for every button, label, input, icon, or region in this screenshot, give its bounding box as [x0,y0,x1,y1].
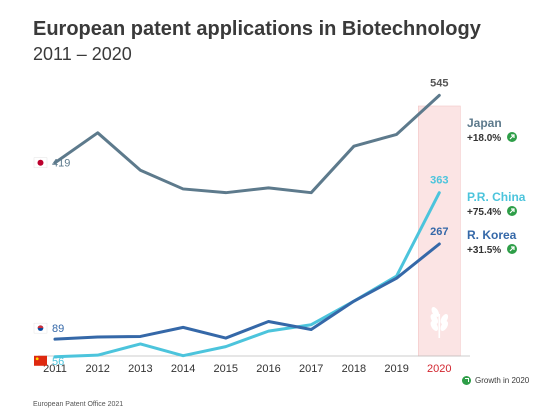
x-tick-label: 2019 [384,363,408,375]
japan-flag-sun [38,160,44,166]
start-value-label: 56 [52,356,64,368]
x-tick-label: 2018 [342,363,366,375]
start-value-label: 419 [52,158,70,170]
legend-name: Japan [467,116,502,130]
x-tick-label: 2013 [128,363,152,375]
start-value-label: 89 [52,323,64,335]
x-tick-label: 2015 [214,363,238,375]
growth-arrow-icon [462,376,471,385]
source-note: European Patent Office 2021 [33,401,123,408]
growth-legend-label: Growth in 2020 [475,376,529,385]
x-tick-label: 2014 [171,363,195,375]
china-flag-icon [34,356,47,366]
growth-legend: Growth in 2020 [462,376,529,385]
x-tick-label: 2017 [299,363,323,375]
end-value-label: 545 [430,77,448,89]
legend-growth: +31.5% [467,245,501,256]
legend-growth: +18.0% [467,133,501,144]
end-value-label: 363 [430,175,448,187]
legend-name: R. Korea [467,228,517,242]
china-flag-star [36,357,39,360]
series-line-china [55,193,439,357]
end-value-label: 267 [430,226,448,238]
legend-name: P.R. China [467,190,526,204]
series-line-japan [55,95,439,192]
legend-growth: +75.4% [467,207,501,218]
series-line-korea [55,244,439,339]
x-tick-label: 2016 [256,363,280,375]
x-tick-label: 2020 [427,363,451,375]
x-tick-label: 2012 [85,363,109,375]
